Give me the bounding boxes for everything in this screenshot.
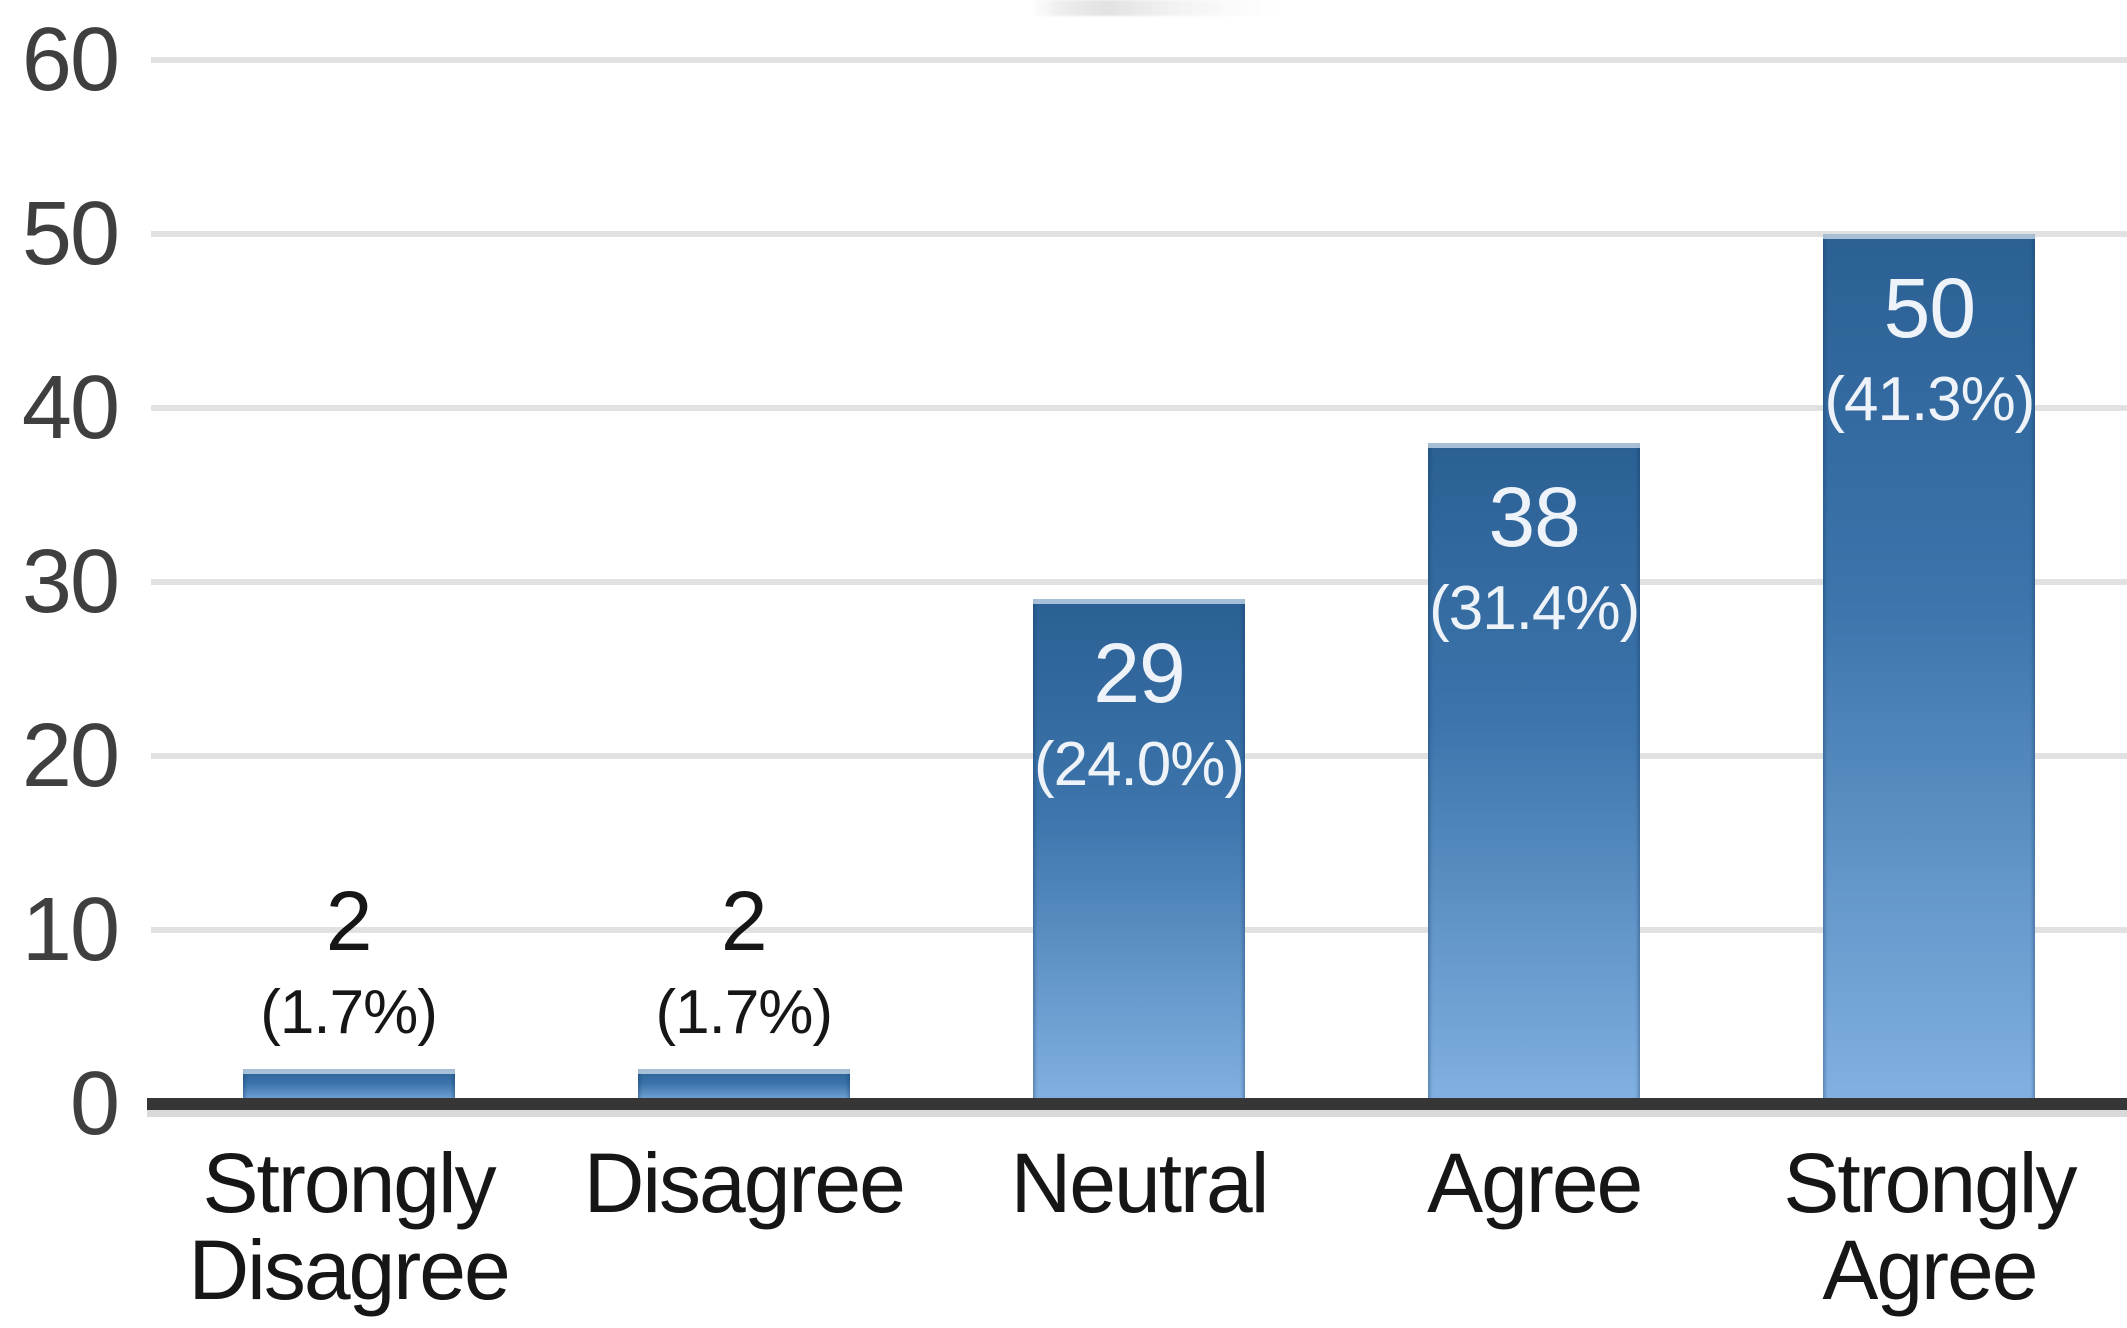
bar-percent-text: (31.4%) <box>1429 574 1640 643</box>
x-axis-baseline-shadow <box>147 1110 2127 1117</box>
bar-neutral <box>1033 599 1245 1104</box>
gridline-40 <box>151 405 2127 411</box>
bar-value-label: 38 (31.4%) <box>1337 469 1732 653</box>
y-axis-tick-30: 30 <box>21 532 120 632</box>
bar-strongly-agree <box>1823 234 2036 1104</box>
y-axis-tick-20: 20 <box>21 706 120 806</box>
bar-count-text: 29 <box>1093 626 1185 720</box>
bar-percent-text: (41.3%) <box>1824 365 2035 434</box>
bar-value-label: 29 (24.0%) <box>941 625 1336 809</box>
bar-agree <box>1428 443 1641 1104</box>
gridline-30 <box>151 579 2127 585</box>
y-axis-tick-60: 60 <box>21 10 120 110</box>
bar-count-text: 2 <box>720 874 768 968</box>
bar-percent-text: (24.0%) <box>1033 730 1245 799</box>
y-axis-tick-50: 50 <box>21 184 120 284</box>
x-axis-label-strongly-agree: Strongly Agree <box>1783 1136 2077 1317</box>
bar-count-text: 38 <box>1488 470 1580 564</box>
bar-value-label: 2 (1.7%) <box>546 873 941 1057</box>
y-axis-tick-0: 0 <box>69 1054 120 1154</box>
y-axis-tick-40: 40 <box>21 358 120 458</box>
x-axis-label-agree: Agree <box>1427 1136 1643 1230</box>
y-axis-tick-10: 10 <box>21 880 120 980</box>
x-axis-label-disagree: Disagree <box>583 1136 906 1230</box>
gridline-60 <box>151 57 2127 63</box>
bar-value-label: 50 (41.3%) <box>1732 260 2127 444</box>
bar-percent-text: (1.7%) <box>260 978 438 1047</box>
x-axis-baseline <box>147 1098 2127 1110</box>
x-axis-label-neutral: Neutral <box>1010 1136 1270 1230</box>
x-axis-label-strongly-disagree: Strongly Disagree <box>188 1136 511 1317</box>
gridline-50 <box>151 231 2127 237</box>
bar-count-text: 2 <box>325 874 373 968</box>
bar-percent-text: (1.7%) <box>655 978 833 1047</box>
bar-count-text: 50 <box>1883 261 1976 355</box>
bar-value-label: 2 (1.7%) <box>151 873 546 1057</box>
cropped-title-fragment <box>1032 0 1282 16</box>
